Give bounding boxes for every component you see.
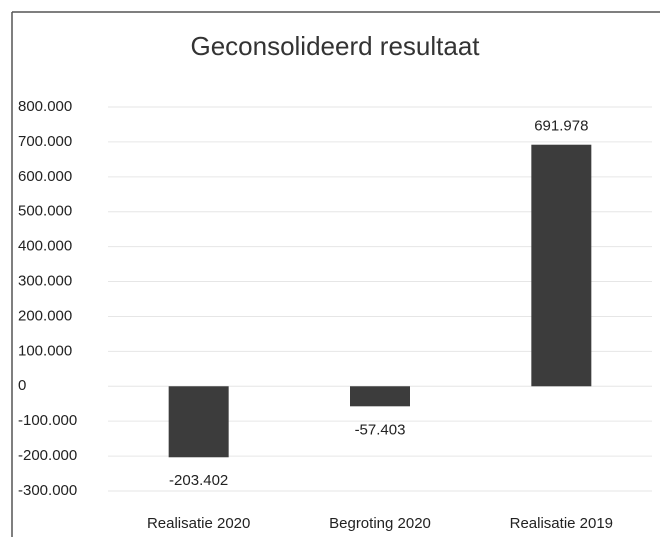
x-tick-label: Realisatie 2019 (510, 515, 613, 532)
y-tick-label: 0 (18, 377, 26, 394)
bar (531, 144, 592, 387)
x-tick-label: Realisatie 2020 (147, 515, 250, 532)
y-tick-label: 200.000 (18, 307, 72, 324)
y-tick-label: 300.000 (18, 273, 72, 290)
y-tick-label: -200.000 (18, 447, 77, 464)
data-label: 691.978 (534, 118, 588, 135)
x-tick-label: Begroting 2020 (329, 515, 431, 532)
y-tick-label: 500.000 (18, 203, 72, 220)
y-tick-label: 600.000 (18, 168, 72, 185)
data-label: -203.402 (169, 472, 228, 489)
y-tick-label: 400.000 (18, 238, 72, 255)
y-tick-label: -300.000 (18, 482, 77, 499)
y-tick-label: 800.000 (18, 98, 72, 115)
chart-title: Geconsolideerd resultaat (190, 31, 480, 61)
bar (350, 386, 410, 407)
y-tick-label: 100.000 (18, 342, 72, 359)
y-tick-label: -100.000 (18, 412, 77, 429)
bar (168, 386, 229, 458)
data-label: -57.403 (355, 421, 406, 438)
y-tick-label: 700.000 (18, 133, 72, 150)
